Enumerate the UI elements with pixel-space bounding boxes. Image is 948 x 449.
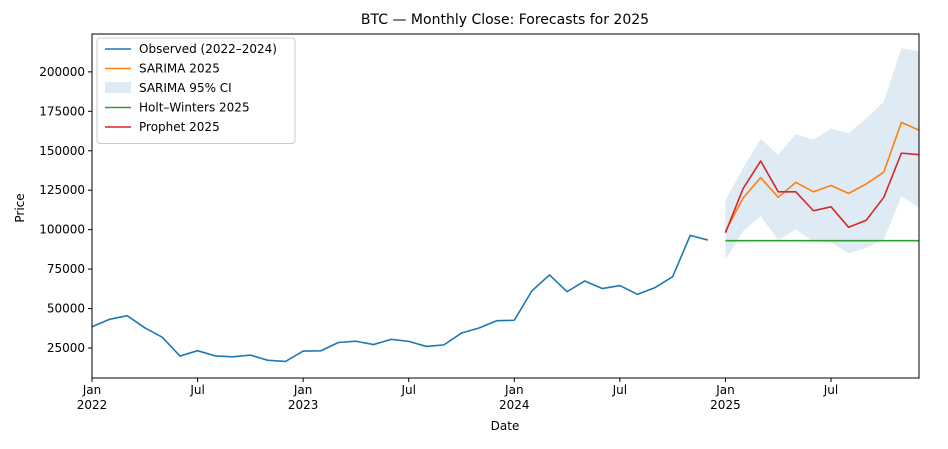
x-tick-label: Jan: [82, 383, 102, 397]
series-line-sarima-2025: [724, 121, 920, 232]
x-axis-label: Date: [491, 419, 520, 433]
x-tick-year-label: 2022: [77, 398, 108, 412]
y-tick-label: 50000: [47, 302, 85, 316]
y-tick-label: 175000: [39, 104, 85, 118]
x-tick-label: Jul: [612, 383, 627, 397]
legend-label-prophet-2025: Prophet 2025: [139, 120, 220, 134]
x-tick-label: Jul: [189, 383, 204, 397]
x-tick-label: Jul: [823, 383, 838, 397]
x-tick-label: Jan: [293, 383, 313, 397]
plot-frame: [91, 33, 920, 379]
y-tick-label: 200000: [39, 65, 85, 79]
y-tick-label: 150000: [39, 144, 85, 158]
y-axis-label: Price: [13, 193, 27, 222]
y-tick-label: 125000: [39, 183, 85, 197]
series-line-observed-2022-2024: [91, 234, 709, 363]
y-tick-label: 25000: [47, 341, 85, 355]
x-tick-year-label: 2023: [288, 398, 319, 412]
confidence-bands: [725, 48, 919, 260]
y-tick-label: 100000: [39, 223, 85, 237]
legend-frame: [96, 37, 296, 144]
band-sarima-95-ci: [725, 48, 919, 260]
legend-label-holt-winters-2025: Holt–Winters 2025: [139, 101, 250, 115]
x-tick-year-label: 2024: [499, 398, 530, 412]
legend: Observed (2022–2024) SARIMA 2025 SARIMA 95…: [96, 37, 296, 144]
x-tick-year-label: 2025: [710, 398, 741, 412]
chart-title: BTC — Monthly Close: Forecasts for 2025: [361, 12, 649, 28]
legend-label-sarima-2025: SARIMA 2025: [139, 62, 220, 76]
legend-swatch-sarima-95-ci: [105, 82, 131, 93]
x-tick-label: Jul: [400, 383, 415, 397]
x-tick-label: Jan: [504, 383, 524, 397]
y-axis: 25000 50000 75000 100000 125000 150000 175000 2…: [39, 65, 92, 355]
y-tick-label: 75000: [47, 262, 85, 276]
x-tick-label: Jan: [715, 383, 735, 397]
legend-label-observed-2022-2024: Observed (2022–2024): [139, 42, 277, 56]
series-line-prophet-2025: [724, 152, 920, 234]
legend-label-sarima-95-ci: SARIMA 95% CI: [139, 81, 232, 95]
series-lines: [91, 121, 920, 363]
